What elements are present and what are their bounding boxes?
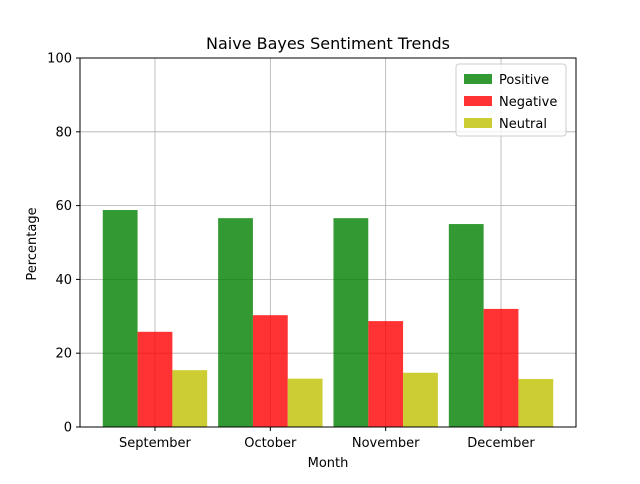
y-axis-label: Percentage xyxy=(25,207,40,280)
x-tick-label: December xyxy=(467,436,535,451)
legend-swatch-neutral xyxy=(464,118,492,128)
legend: Positive Negative Neutral xyxy=(455,63,567,137)
bar-negative xyxy=(252,315,288,427)
y-tick-label: 0 xyxy=(64,421,72,436)
y-tick-label: 100 xyxy=(47,52,72,67)
bar-neutral xyxy=(403,372,438,427)
bar-positive xyxy=(448,224,484,427)
y-tick-label: 20 xyxy=(55,347,72,362)
y-tick-label: 40 xyxy=(55,273,72,288)
legend-swatch-positive xyxy=(464,74,492,84)
legend-label-negative: Negative xyxy=(499,95,557,110)
bar-negative xyxy=(483,308,519,427)
bar-neutral xyxy=(518,379,554,427)
axes-layer: 0 20 40 60 80 100 September October November Dece… xyxy=(47,52,577,451)
legend-label-positive: Positive xyxy=(499,73,549,88)
bar-positive xyxy=(218,218,253,427)
chart-title: Naive Bayes Sentiment Trends xyxy=(206,34,450,53)
legend-swatch-negative xyxy=(464,96,492,106)
bar-neutral xyxy=(172,370,208,427)
bar-positive xyxy=(102,210,138,427)
legend-label-neutral: Neutral xyxy=(499,117,547,132)
bars-layer xyxy=(102,210,554,427)
x-tick-label: September xyxy=(119,436,192,451)
plot-frame xyxy=(79,57,577,428)
bar-positive xyxy=(333,218,369,427)
bar-neutral xyxy=(287,378,323,427)
x-tick-label: October xyxy=(244,436,297,451)
x-tick-label: November xyxy=(352,436,420,451)
y-tick-label: 60 xyxy=(55,199,72,214)
bar-negative xyxy=(368,321,404,427)
x-axis-label: Month xyxy=(308,456,349,471)
bar-negative xyxy=(137,331,173,427)
y-tick-label: 80 xyxy=(55,125,72,140)
